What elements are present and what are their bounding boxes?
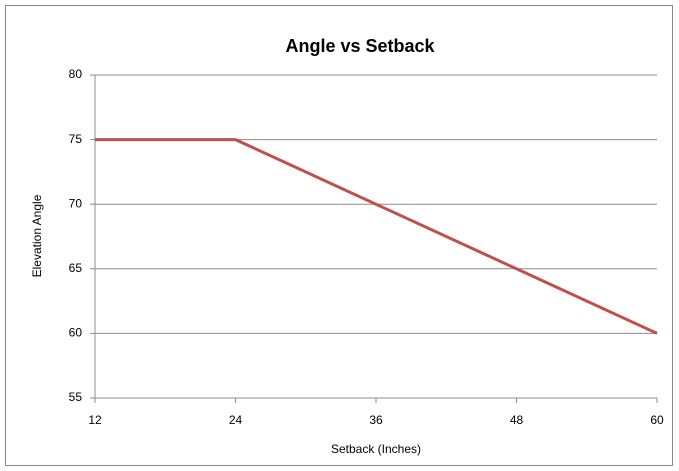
x-tick-label: 60 xyxy=(650,413,664,427)
y-axis-label: Elevation Angle xyxy=(30,194,44,277)
x-tick-label: 36 xyxy=(369,413,383,427)
y-tick-label: 70 xyxy=(69,196,83,210)
chart-border xyxy=(5,5,673,466)
data-line xyxy=(95,138,658,335)
chart-title: Angle vs Setback xyxy=(285,36,435,56)
y-tick-label: 80 xyxy=(69,67,83,81)
y-tick-label: 55 xyxy=(69,390,83,404)
x-axis-label: Setback (Inches) xyxy=(331,442,421,456)
x-tick-label: 24 xyxy=(229,413,243,427)
x-tick-label: 12 xyxy=(88,413,102,427)
x-tick-label: 48 xyxy=(510,413,524,427)
y-tick-label: 60 xyxy=(69,326,83,340)
y-tick-label: 65 xyxy=(69,261,83,275)
y-tick-label: 75 xyxy=(69,132,83,146)
